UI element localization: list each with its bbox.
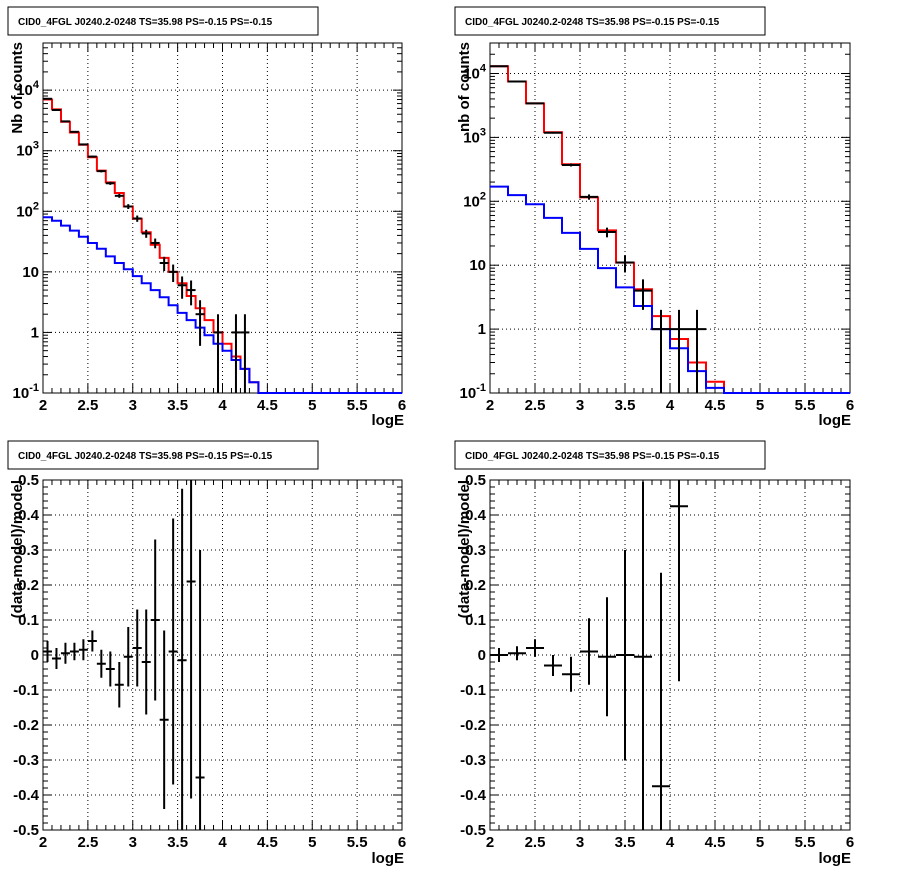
x-tick-label: 5 <box>756 397 764 414</box>
x-tick-label: 2.5 <box>77 397 98 414</box>
chart-title: CID0_4FGL J0240.2-0248 TS=35.98 PS=-0.15… <box>18 17 273 28</box>
panel-residuals-left: CID0_4FGL J0240.2-0248 TS=35.98 PS=-0.15… <box>7 440 406 867</box>
y-axis-title: (data-model)/model <box>456 480 473 618</box>
y-tick-label: 10 <box>22 264 39 281</box>
y-tick-label: 102 <box>16 200 39 220</box>
x-tick-label: 4.5 <box>705 397 726 414</box>
chart-title: CID0_4FGL J0240.2-0248 TS=35.98 PS=-0.15… <box>465 451 720 462</box>
panel-counts-left: CID0_4FGL J0240.2-0248 TS=35.98 PS=-0.15… <box>7 6 406 429</box>
x-tick-label: 4.5 <box>257 834 278 851</box>
panel-residuals-right: CID0_4FGL J0240.2-0248 TS=35.98 PS=-0.15… <box>454 440 854 867</box>
y-tick-label: -0.3 <box>460 752 486 769</box>
y-tick-label: 0 <box>478 647 486 664</box>
y-tick-label: 103 <box>16 140 39 160</box>
y-tick-label: 0.1 <box>465 612 486 629</box>
y-tick-label: 1 <box>478 321 486 338</box>
x-tick-label: 2 <box>486 397 494 414</box>
x-tick-label: 5.5 <box>347 397 368 414</box>
x-tick-label: 3.5 <box>615 834 636 851</box>
x-tick-label: 4 <box>666 397 675 414</box>
x-axis-title: logE <box>372 850 405 867</box>
x-tick-label: 3 <box>576 834 584 851</box>
x-tick-label: 3.5 <box>167 834 188 851</box>
y-tick-label: -0.4 <box>13 787 40 804</box>
x-tick-label: 2.5 <box>525 397 546 414</box>
x-axis-title: logE <box>819 412 852 429</box>
y-axis-title: nb of counts <box>456 42 473 132</box>
x-tick-label: 6 <box>398 397 406 414</box>
y-tick-label: -0.5 <box>13 822 39 839</box>
title-box: CID0_4FGL J0240.2-0248 TS=35.98 PS=-0.15… <box>454 440 766 470</box>
y-tick-label: 104 <box>16 79 40 99</box>
x-tick-label: 6 <box>846 397 854 414</box>
x-tick-label: 2.5 <box>525 834 546 851</box>
y-tick-label: 1 <box>31 324 39 341</box>
x-tick-label: 4 <box>218 397 227 414</box>
x-tick-label: 3.5 <box>167 397 188 414</box>
y-tick-label: 0.4 <box>18 507 40 524</box>
y-tick-label: 0.2 <box>18 577 39 594</box>
x-tick-label: 6 <box>398 834 406 851</box>
x-tick-label: 2 <box>39 397 47 414</box>
x-tick-label: 5 <box>756 834 764 851</box>
x-tick-label: 4 <box>666 834 675 851</box>
x-tick-label: 4 <box>218 834 227 851</box>
y-tick-label: 103 <box>463 126 486 146</box>
x-tick-label: 4.5 <box>705 834 726 851</box>
y-tick-label: 0.4 <box>465 507 487 524</box>
x-tick-label: 2.5 <box>77 834 98 851</box>
x-tick-label: 4.5 <box>257 397 278 414</box>
x-tick-label: 2 <box>486 834 494 851</box>
x-tick-label: 5 <box>308 397 316 414</box>
x-tick-label: 5 <box>308 834 316 851</box>
x-tick-label: 3 <box>129 397 137 414</box>
y-tick-label: -0.1 <box>13 682 39 699</box>
x-tick-label: 2 <box>39 834 47 851</box>
y-tick-label: 0 <box>31 647 39 664</box>
y-tick-label: 102 <box>463 190 486 210</box>
title-box: CID0_4FGL J0240.2-0248 TS=35.98 PS=-0.15… <box>454 6 766 36</box>
title-box: CID0_4FGL J0240.2-0248 TS=35.98 PS=-0.15… <box>7 440 319 470</box>
x-tick-label: 5.5 <box>795 834 816 851</box>
y-tick-label: 0.2 <box>465 577 486 594</box>
y-tick-label: -0.1 <box>460 682 486 699</box>
y-tick-label: 0.5 <box>465 472 486 489</box>
y-tick-label: -0.3 <box>13 752 39 769</box>
title-box: CID0_4FGL J0240.2-0248 TS=35.98 PS=-0.15… <box>7 6 319 36</box>
x-tick-label: 3 <box>576 397 584 414</box>
x-tick-label: 6 <box>846 834 854 851</box>
series-step-line <box>490 185 850 394</box>
y-tick-label: 10-1 <box>460 382 486 402</box>
y-tick-label: -0.2 <box>13 717 39 734</box>
x-tick-label: 5.5 <box>795 397 816 414</box>
y-tick-label: 0.5 <box>18 472 39 489</box>
y-tick-label: 0.1 <box>18 612 39 629</box>
y-tick-label: -0.2 <box>460 717 486 734</box>
y-tick-label: 10-1 <box>13 382 39 402</box>
y-axis-title: (data-model)/model <box>9 480 26 618</box>
x-axis-title: logE <box>819 850 852 867</box>
y-axis-title: Nb of counts <box>9 42 26 134</box>
series-step-line <box>43 216 402 394</box>
x-axis-title: logE <box>372 412 405 429</box>
y-tick-label: -0.4 <box>460 787 487 804</box>
x-tick-label: 3.5 <box>615 397 636 414</box>
x-tick-label: 5.5 <box>347 834 368 851</box>
y-tick-label: 0.3 <box>18 542 39 559</box>
y-tick-label: 10 <box>469 257 486 274</box>
y-tick-label: 104 <box>463 62 487 82</box>
x-tick-label: 3 <box>129 834 137 851</box>
chart-title: CID0_4FGL J0240.2-0248 TS=35.98 PS=-0.15… <box>465 17 720 28</box>
y-tick-label: -0.5 <box>460 822 486 839</box>
y-tick-label: 0.3 <box>465 542 486 559</box>
chart-title: CID0_4FGL J0240.2-0248 TS=35.98 PS=-0.15… <box>18 451 273 462</box>
panel-counts-right: CID0_4FGL J0240.2-0248 TS=35.98 PS=-0.15… <box>454 6 854 429</box>
